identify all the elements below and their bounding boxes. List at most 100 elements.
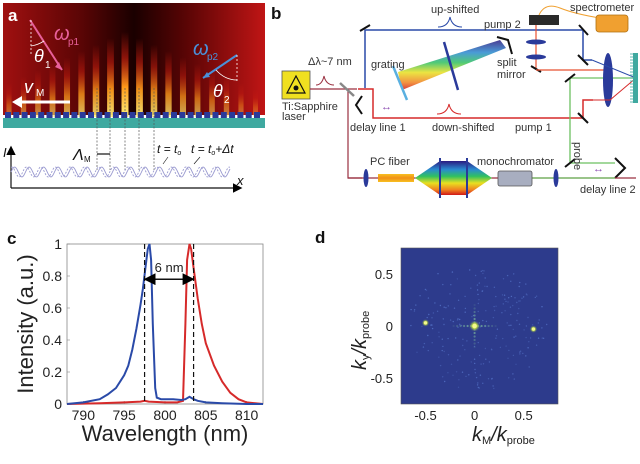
fringe-marker-lines bbox=[96, 88, 155, 170]
diffraction-grating[interactable] bbox=[391, 65, 409, 101]
speckle bbox=[492, 385, 494, 387]
monochromator[interactable] bbox=[497, 170, 533, 187]
cross-arm bbox=[452, 324, 455, 328]
sample-grating bbox=[630, 53, 633, 103]
pc-fiber bbox=[378, 174, 414, 182]
cross-arm bbox=[483, 324, 487, 328]
speckle bbox=[485, 325, 487, 327]
speckle bbox=[474, 372, 477, 374]
grating-label: grating bbox=[371, 59, 405, 71]
speckle bbox=[480, 363, 482, 365]
speckle bbox=[518, 300, 520, 302]
speckle bbox=[541, 306, 543, 308]
speckle bbox=[519, 350, 522, 352]
panel-b: b Ti:Sapphire laser Δλ~7 nm up-shifted p… bbox=[271, 2, 638, 198]
speckle bbox=[512, 304, 514, 307]
grating-element bbox=[121, 112, 128, 118]
y-tick-label: 0.6 bbox=[43, 300, 63, 316]
speckle bbox=[474, 362, 476, 365]
pump2-beam-arrow bbox=[202, 54, 238, 79]
speckle bbox=[437, 273, 439, 275]
speckle bbox=[493, 305, 495, 308]
pump2-focus bbox=[591, 59, 637, 79]
speckle bbox=[476, 289, 479, 291]
grating-element bbox=[79, 112, 86, 118]
delay-line-2-arrow-icon[interactable]: ↔ bbox=[593, 163, 604, 175]
speckle bbox=[481, 290, 484, 292]
speckle bbox=[504, 310, 506, 312]
y-axis-label: Intensity (a.u.) bbox=[13, 254, 38, 393]
speckle bbox=[486, 285, 488, 288]
speckle bbox=[538, 319, 540, 321]
speckle bbox=[427, 334, 429, 337]
speckle bbox=[484, 285, 486, 287]
speckle bbox=[413, 310, 416, 312]
speckle bbox=[508, 377, 510, 379]
speckle bbox=[465, 375, 467, 378]
speckle bbox=[518, 323, 521, 325]
speckle bbox=[508, 324, 510, 327]
speckle bbox=[487, 378, 490, 380]
grating-element bbox=[71, 112, 78, 118]
t0-pointer bbox=[162, 156, 169, 165]
fringe bbox=[194, 63, 201, 117]
cross-arm bbox=[462, 324, 466, 328]
speckle bbox=[506, 274, 509, 277]
cross-arm bbox=[487, 324, 490, 328]
split-mirror[interactable] bbox=[496, 36, 513, 55]
pump1-focus bbox=[593, 77, 637, 101]
series-line bbox=[66, 243, 263, 405]
panel-label-a: a bbox=[8, 6, 18, 25]
speckle bbox=[443, 350, 445, 353]
speckle bbox=[466, 340, 468, 342]
speckle bbox=[485, 310, 487, 312]
y-tick-label: 1 bbox=[54, 236, 62, 252]
grating-element bbox=[171, 112, 177, 118]
spectral-filter-prism bbox=[415, 161, 492, 195]
speckle bbox=[526, 294, 528, 296]
speckle bbox=[421, 325, 423, 328]
bandwidth-label: Δλ~7 nm bbox=[308, 56, 352, 68]
speckle bbox=[476, 284, 479, 286]
substrate bbox=[3, 118, 265, 128]
speckle bbox=[430, 324, 432, 326]
time-label-t0: t = to bbox=[157, 142, 181, 157]
speckle bbox=[447, 337, 449, 340]
speckle bbox=[439, 304, 442, 307]
speckle bbox=[439, 364, 442, 367]
fringe bbox=[35, 70, 41, 117]
cross-arm bbox=[480, 324, 483, 328]
intensity-wave-t0 bbox=[10, 166, 231, 178]
grating-element bbox=[187, 112, 194, 118]
spectrometer-label: spectrometer bbox=[570, 2, 635, 14]
speckle bbox=[455, 337, 457, 339]
speckle bbox=[508, 349, 510, 352]
speckle bbox=[491, 378, 493, 380]
speckle bbox=[457, 299, 460, 301]
x-axis-label: Wavelength (nm) bbox=[82, 421, 249, 446]
speckle bbox=[413, 309, 416, 311]
speckle bbox=[438, 331, 440, 333]
spectrometer[interactable] bbox=[595, 14, 629, 33]
fringe bbox=[150, 44, 158, 118]
speckle bbox=[535, 295, 538, 297]
speckle bbox=[462, 344, 464, 347]
x-axis-label: kM/kprobe bbox=[472, 424, 535, 447]
y-axis-label: ky/kprobe bbox=[349, 311, 372, 370]
speckle bbox=[501, 294, 504, 296]
delay-line-1-arrow-icon[interactable]: ↔ bbox=[381, 101, 392, 113]
speckle bbox=[441, 338, 443, 340]
velocity-sub: M bbox=[36, 88, 44, 99]
grating-element bbox=[5, 112, 11, 118]
fringe bbox=[121, 32, 129, 117]
x-tick-label: 805 bbox=[194, 407, 218, 423]
speckle bbox=[481, 269, 484, 272]
speckle bbox=[508, 297, 510, 299]
speckle bbox=[493, 387, 495, 390]
velocity-label: v bbox=[24, 77, 34, 97]
x-tick-label: 800 bbox=[153, 407, 177, 423]
fringe bbox=[20, 76, 27, 117]
speckle bbox=[529, 337, 532, 339]
grating-element bbox=[63, 112, 70, 118]
